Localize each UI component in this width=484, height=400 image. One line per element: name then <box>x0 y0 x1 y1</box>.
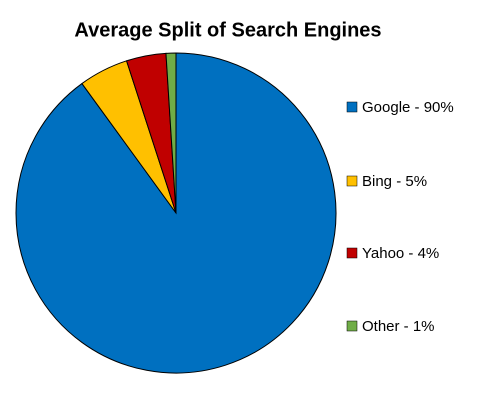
chart-title: Average Split of Search Engines <box>74 19 381 41</box>
legend-swatch <box>346 101 358 113</box>
pie-slice <box>165 52 177 214</box>
legend-label: Yahoo - 4% <box>362 245 439 262</box>
legend-swatch <box>346 320 358 332</box>
legend-swatch <box>346 175 358 187</box>
legend-label: Google - 90% <box>362 99 454 116</box>
legend-swatch <box>346 247 358 259</box>
legend-label: Bing - 5% <box>362 173 427 190</box>
legend-label: Other - 1% <box>362 318 435 335</box>
